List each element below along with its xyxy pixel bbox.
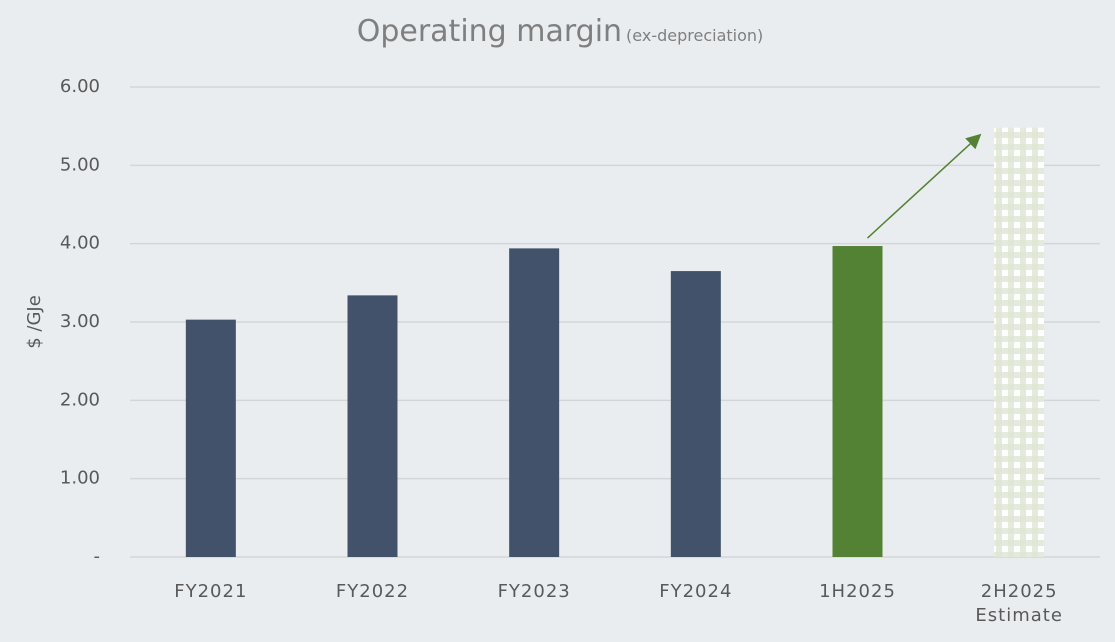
- x-tick-label: FY2022: [335, 581, 410, 602]
- x-tick-label: FY2021: [174, 581, 248, 602]
- x-tick-label: 1H2025: [819, 581, 896, 602]
- trend-arrow: [866, 133, 982, 239]
- y-tick-label: 1.00: [60, 468, 100, 489]
- bar: [832, 246, 883, 557]
- y-tick-label: -: [94, 546, 101, 567]
- y-tick-label: 6.00: [60, 76, 100, 97]
- y-tick-label: 5.00: [60, 154, 100, 175]
- x-tick-label: FY2024: [659, 581, 733, 602]
- y-axis-label: $ /GJe: [24, 295, 45, 349]
- chart-subtitle: (ex-depreciation): [626, 26, 763, 45]
- bar: [994, 127, 1045, 557]
- bar: [509, 248, 560, 557]
- bar: [347, 295, 398, 557]
- chart-title: Operating margin: [357, 14, 622, 49]
- y-tick-label: 3.00: [60, 311, 100, 332]
- x-tick-label: FY2023: [497, 581, 571, 602]
- y-tick-label: 4.00: [60, 233, 100, 254]
- y-tick-label: 2.00: [60, 389, 100, 410]
- x-tick-label: 2H2025 Estimate: [975, 581, 1063, 626]
- bar: [670, 271, 721, 557]
- bar: [185, 319, 236, 557]
- chart-title-group: Operating margin (ex-depreciation): [357, 14, 764, 49]
